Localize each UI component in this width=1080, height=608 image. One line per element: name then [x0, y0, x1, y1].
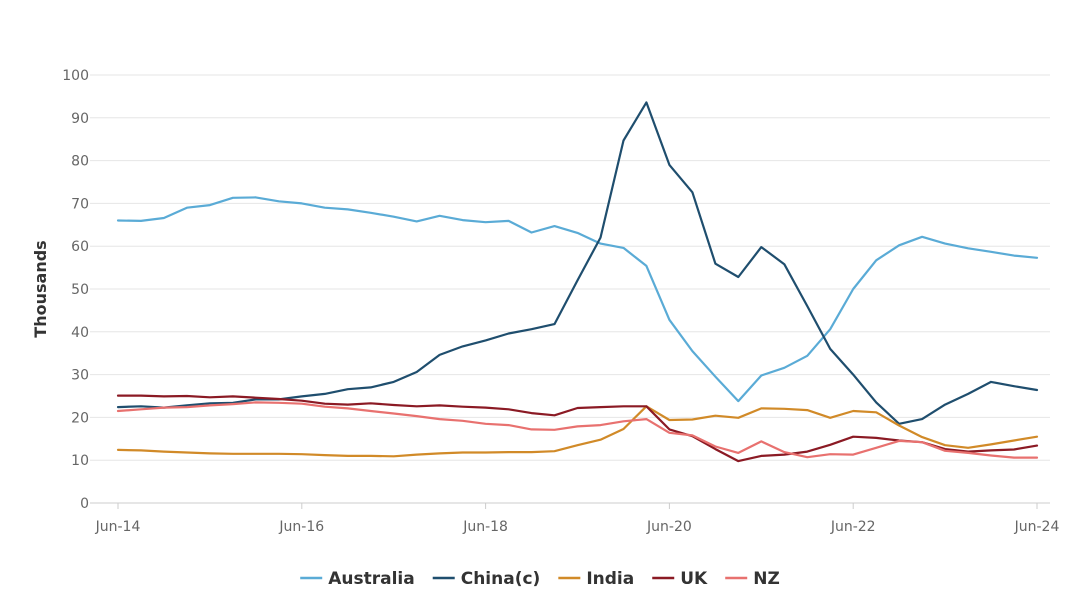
series-line-uk [116, 394, 1039, 463]
series-line-australia [116, 196, 1039, 403]
legend-label: Australia [328, 569, 415, 589]
x-tick-label: Jun-16 [278, 519, 324, 535]
legend-label: UK [680, 569, 708, 589]
y-tick-label: 40 [71, 325, 89, 341]
y-tick-label: 70 [71, 196, 89, 212]
x-tick-label: Jun-24 [1014, 519, 1060, 535]
legend-item: Australia [300, 569, 415, 589]
legend-label: India [586, 569, 634, 589]
y-tick-label: 80 [71, 154, 89, 170]
legend-item: UK [652, 569, 708, 589]
series-line-china-c [116, 101, 1039, 425]
legend-item: China(c) [432, 569, 541, 589]
y-tick-label: 90 [71, 111, 89, 127]
y-tick-label: 10 [71, 453, 89, 469]
y-tick-label: 50 [71, 282, 89, 298]
y-tick-label: 30 [71, 368, 89, 384]
x-tick-label: Jun-14 [95, 519, 141, 535]
legend-item: NZ [725, 569, 780, 589]
legend-label: NZ [753, 569, 780, 589]
legend-label: China(c) [461, 569, 541, 589]
legend-item: India [558, 569, 634, 589]
y-axis-title: Thousands [31, 240, 50, 337]
grid [90, 74, 1050, 504]
x-tick-label: Jun-22 [830, 519, 876, 535]
series-line-india [116, 405, 1039, 458]
y-tick-label: 100 [62, 68, 89, 84]
y-tick-label: 0 [80, 496, 89, 512]
x-tick-label: Jun-18 [462, 519, 508, 535]
legend: Australia China(c) India UK NZ [300, 569, 780, 589]
series-lines [116, 101, 1039, 463]
y-tick-label: 60 [71, 239, 89, 255]
x-tick-label: Jun-20 [646, 519, 692, 535]
y-axis: 0 10 20 30 40 50 60 70 80 90 100 [62, 68, 89, 512]
series-line-nz [116, 401, 1039, 459]
x-axis: Jun-14 Jun-16 Jun-18 Jun-20 Jun-22 Jun-24 [95, 503, 1060, 535]
y-tick-label: 20 [71, 410, 89, 426]
